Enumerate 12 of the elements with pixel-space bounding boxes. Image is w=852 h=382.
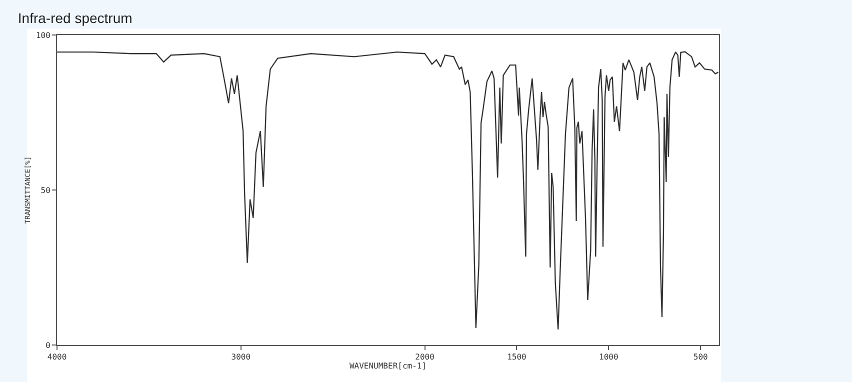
- x-tick-label: 1500: [507, 352, 527, 362]
- x-tick-label: 2000: [415, 352, 435, 362]
- x-tick-label: 4000: [47, 352, 67, 362]
- x-tick-label: 500: [693, 352, 708, 362]
- y-tick-label: 100: [36, 30, 51, 40]
- line-series: [57, 51, 719, 330]
- y-tick-label: 50: [40, 186, 51, 195]
- y-tick-label: 0: [46, 340, 51, 350]
- x-tick-label: 1000: [599, 352, 618, 362]
- chart-title: Infra-red spectrum: [18, 10, 132, 26]
- x-axis-title: WAVENUMBER[cm-1]: [349, 362, 427, 371]
- x-tick-label: 3000: [231, 352, 251, 362]
